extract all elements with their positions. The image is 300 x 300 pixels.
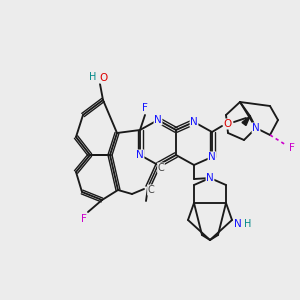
Text: F: F: [142, 103, 148, 113]
Text: H: H: [244, 219, 252, 229]
Polygon shape: [242, 116, 250, 125]
Text: N: N: [208, 152, 216, 162]
Text: N: N: [136, 150, 144, 160]
Text: N: N: [206, 173, 214, 183]
Text: F: F: [81, 214, 87, 224]
Text: O: O: [100, 73, 108, 83]
Text: F: F: [289, 143, 295, 153]
Text: N: N: [154, 115, 162, 125]
Text: H: H: [89, 72, 97, 82]
Text: N: N: [234, 219, 242, 229]
Text: N: N: [252, 123, 260, 133]
Text: N: N: [190, 117, 198, 127]
Text: C: C: [148, 185, 154, 195]
Text: O: O: [224, 119, 232, 129]
Text: C: C: [158, 163, 164, 173]
